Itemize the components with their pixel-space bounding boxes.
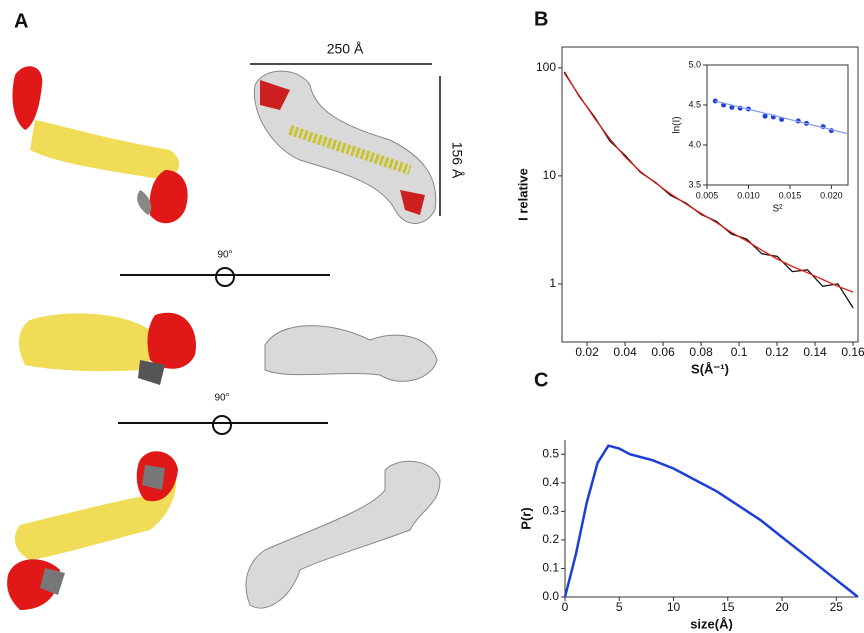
y-tick-label: 0.1 bbox=[542, 561, 559, 575]
x-axis-label: S(Å⁻¹) bbox=[691, 361, 729, 376]
gray-domain bbox=[137, 190, 152, 215]
x-tick-label: 0.04 bbox=[613, 345, 637, 359]
yellow-body bbox=[30, 120, 180, 180]
x-tick-label: 0.06 bbox=[651, 345, 675, 359]
y-tick-label: 0.0 bbox=[542, 589, 559, 603]
helices bbox=[288, 125, 412, 175]
red-domain bbox=[147, 312, 196, 369]
gray-domain bbox=[138, 360, 165, 385]
y-tick-label: 1 bbox=[549, 276, 556, 290]
x-tick-label: 0.08 bbox=[689, 345, 713, 359]
plot-area bbox=[706, 64, 849, 186]
y-tick-label: 0.4 bbox=[542, 475, 559, 489]
point bbox=[729, 104, 735, 110]
y-tick-label: 100 bbox=[536, 60, 556, 74]
gray-domain bbox=[40, 465, 165, 595]
x-tick-label: 0.005 bbox=[696, 190, 719, 200]
rotation bbox=[212, 415, 232, 435]
x-tick-label: 0.02 bbox=[575, 345, 599, 359]
scale-label: 250 Å bbox=[327, 41, 364, 57]
panel-label: A bbox=[14, 10, 28, 32]
yellow-body bbox=[14, 466, 177, 560]
y-tick-label: 0.3 bbox=[542, 504, 559, 518]
x-tick-label: 0.1 bbox=[731, 345, 748, 359]
scale-label: 156 Å bbox=[449, 142, 465, 179]
line bbox=[715, 100, 849, 135]
x-tick-label: 0.12 bbox=[765, 345, 789, 359]
y-axis-label: P(r) bbox=[518, 507, 533, 529]
surface bbox=[264, 325, 438, 382]
surface bbox=[245, 460, 441, 609]
x-tick-label: 0.010 bbox=[737, 190, 760, 200]
y-tick-label: 0.5 bbox=[542, 446, 559, 460]
x-axis-label: size(Å) bbox=[690, 616, 733, 631]
rotation-label: 90° bbox=[214, 393, 229, 404]
x-tick-label: 0.14 bbox=[803, 345, 827, 359]
y-tick-label: 4.5 bbox=[688, 99, 701, 109]
x-tick-label: 0.020 bbox=[820, 190, 843, 200]
y-axis-label: ln(I) bbox=[672, 116, 683, 133]
y-tick-label: 10 bbox=[543, 168, 557, 182]
panel-label: B bbox=[534, 8, 548, 30]
yellow-body bbox=[18, 313, 155, 372]
x-axis-label: S² bbox=[773, 204, 784, 215]
x-tick-label: 10 bbox=[667, 600, 681, 614]
line bbox=[563, 72, 854, 293]
y-tick-label: 0.2 bbox=[542, 532, 559, 546]
x-tick-label: 15 bbox=[721, 600, 735, 614]
rotation bbox=[215, 267, 235, 287]
helices bbox=[260, 80, 425, 215]
line bbox=[563, 444, 859, 598]
model-views: 90° 90° 250 Å 156 Å bbox=[7, 41, 465, 610]
rotation-label: 90° bbox=[217, 250, 232, 261]
red-domain bbox=[149, 170, 188, 224]
point bbox=[762, 113, 768, 119]
x-tick-label: 25 bbox=[830, 600, 844, 614]
y-axis-label: I relative bbox=[515, 168, 530, 221]
y-tick-label: 4.0 bbox=[688, 139, 701, 149]
x-tick-label: 0.16 bbox=[841, 345, 864, 359]
x-tick-label: 0.015 bbox=[779, 190, 802, 200]
panel-label: C bbox=[534, 369, 548, 391]
red-domain bbox=[12, 66, 43, 130]
x-tick-label: 0 bbox=[562, 600, 569, 614]
x-tick-label: 5 bbox=[616, 600, 623, 614]
y-tick-label: 5.0 bbox=[688, 59, 701, 69]
x-tick-label: 20 bbox=[775, 600, 789, 614]
point bbox=[712, 98, 718, 104]
y-tick-label: 3.5 bbox=[688, 179, 701, 189]
